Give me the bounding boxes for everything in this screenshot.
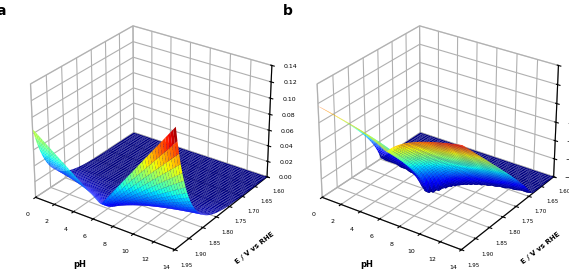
X-axis label: pH: pH <box>74 260 86 269</box>
Text: b: b <box>283 4 293 18</box>
Y-axis label: E / V vs RHE: E / V vs RHE <box>521 231 562 265</box>
Y-axis label: E / V vs RHE: E / V vs RHE <box>234 231 275 265</box>
X-axis label: pH: pH <box>360 260 373 269</box>
Text: a: a <box>0 4 6 18</box>
